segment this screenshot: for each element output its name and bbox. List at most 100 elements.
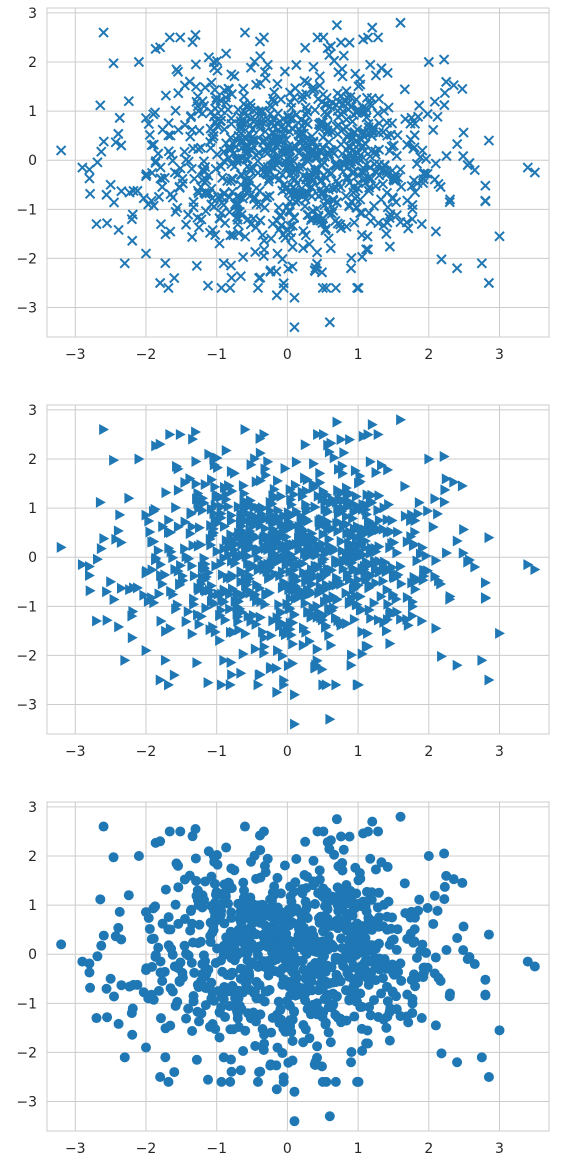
data-point: [345, 263, 357, 274]
data-point: [318, 1007, 329, 1018]
data-point: [402, 536, 413, 548]
data-point: [170, 1000, 181, 1011]
data-point: [428, 918, 439, 929]
data-point: [173, 521, 184, 533]
data-point: [231, 994, 242, 1005]
data-point: [252, 282, 264, 294]
data-point: [265, 539, 276, 551]
data-point: [220, 138, 232, 149]
data-point: [335, 139, 347, 150]
data-point: [249, 192, 261, 203]
data-point: [265, 513, 276, 525]
data-point: [353, 282, 364, 294]
data-point: [179, 119, 191, 131]
data-point: [277, 253, 288, 265]
data-point: [147, 564, 158, 576]
y-tick-label: 0: [28, 947, 37, 963]
data-point: [221, 493, 232, 505]
data-point: [187, 521, 198, 533]
data-point: [369, 995, 380, 1006]
data-point: [243, 610, 254, 622]
data-point: [409, 187, 421, 198]
data-point: [163, 1076, 174, 1087]
data-point: [181, 1013, 192, 1024]
data-point: [348, 187, 359, 198]
data-point: [175, 163, 186, 174]
data-point: [341, 122, 352, 133]
data-point: [290, 718, 300, 730]
data-point: [108, 197, 120, 208]
data-point: [92, 951, 103, 962]
data-point: [185, 111, 197, 123]
data-point: [423, 851, 434, 862]
data-point: [283, 557, 294, 569]
data-point: [314, 71, 325, 82]
data-point: [395, 181, 407, 193]
data-point: [334, 493, 345, 505]
data-point: [210, 481, 221, 493]
data-point: [365, 456, 376, 468]
data-point: [374, 524, 385, 536]
data-point: [256, 475, 266, 487]
data-point: [285, 1015, 296, 1026]
data-point: [410, 981, 421, 992]
data-point: [469, 959, 480, 970]
data-point: [333, 96, 345, 108]
data-point: [261, 469, 272, 481]
data-point: [183, 606, 194, 618]
data-point: [227, 669, 238, 681]
data-point: [430, 226, 442, 237]
data-point: [91, 218, 102, 230]
data-point: [277, 1048, 288, 1059]
y-tick-label: 3: [28, 6, 37, 22]
data-point: [210, 513, 221, 525]
data-point: [170, 206, 181, 218]
data-point: [259, 996, 270, 1007]
data-point: [265, 233, 277, 244]
data-point: [180, 543, 191, 555]
x-tick-label: −1: [206, 347, 227, 363]
data-point: [269, 129, 281, 141]
data-point: [115, 509, 126, 521]
data-point: [216, 1076, 227, 1087]
data-point: [439, 848, 450, 859]
data-point: [157, 918, 168, 929]
data-point: [233, 898, 244, 909]
data-points: [55, 17, 541, 333]
data-point: [324, 446, 335, 458]
x-tick-label: −3: [65, 347, 86, 363]
data-point: [217, 172, 228, 183]
data-point: [358, 828, 369, 839]
data-point: [415, 151, 426, 163]
data-point: [372, 902, 383, 913]
data-point: [373, 504, 384, 516]
data-point: [287, 499, 297, 511]
data-point: [483, 277, 495, 289]
data-point: [399, 84, 411, 95]
data-point: [346, 252, 357, 264]
data-point: [255, 119, 266, 130]
data-point: [374, 556, 385, 568]
data-point: [297, 929, 308, 940]
data-point: [373, 1012, 384, 1023]
data-point: [209, 84, 221, 96]
data-point: [290, 559, 301, 571]
data-point: [431, 622, 442, 634]
data-point: [113, 1018, 124, 1029]
data-point: [308, 931, 319, 942]
data-point: [219, 520, 230, 532]
data-point: [395, 811, 406, 822]
data-point: [300, 102, 311, 113]
data-point: [236, 912, 247, 923]
data-point: [210, 957, 221, 968]
data-point: [171, 603, 182, 615]
data-point: [309, 104, 321, 116]
data-point: [343, 898, 354, 909]
data-point: [238, 877, 249, 888]
data-point: [343, 104, 354, 115]
data-point: [146, 195, 157, 207]
data-point: [245, 560, 256, 572]
data-point: [289, 292, 300, 303]
data-point: [253, 679, 264, 691]
data-point: [311, 946, 322, 957]
